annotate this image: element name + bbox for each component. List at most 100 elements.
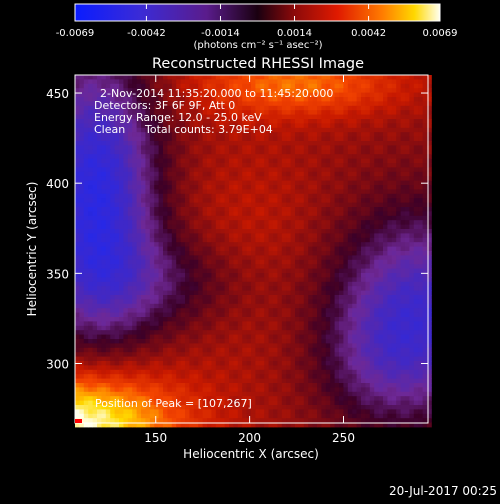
heatmap-cell [216,145,221,150]
heatmap-cell [115,282,120,287]
heatmap-cell [392,339,397,344]
heatmap-cell [128,286,133,291]
heatmap-cell [167,299,172,304]
heatmap-cell [101,159,106,164]
heatmap-cell [159,198,164,203]
heatmap-cell [335,291,340,296]
heatmap-cell [220,185,225,190]
heatmap-cell [343,304,348,309]
heatmap-cell [277,317,282,322]
heatmap-cell [277,110,282,115]
heatmap-cell [304,304,309,309]
heatmap-cell [75,251,80,256]
heatmap-cell [159,299,164,304]
heatmap-cell [194,150,199,155]
heatmap-cell [343,93,348,98]
heatmap-cell [352,75,357,80]
heatmap-cell [97,308,102,313]
heatmap-cell [211,308,216,313]
heatmap-cell [79,264,84,269]
heatmap-cell [299,264,304,269]
heatmap-cell [88,247,93,252]
heatmap-cell [379,141,384,146]
heatmap-cell [128,123,133,128]
heatmap-cell [137,181,142,186]
heatmap-cell [370,304,375,309]
heatmap-cell [304,211,309,216]
heatmap-cell [220,145,225,150]
heatmap-cell [154,269,159,274]
heatmap-cell [313,154,318,159]
heatmap-cell [335,238,340,243]
heatmap-cell [176,150,181,155]
heatmap-cell [387,335,392,340]
heatmap-cell [264,339,269,344]
heatmap-cell [242,203,247,208]
heatmap-cell [361,119,366,124]
heatmap-cell [137,277,142,282]
heatmap-cell [79,207,84,212]
heatmap-cell [84,84,89,89]
heatmap-cell [313,326,318,331]
heatmap-cell [260,198,265,203]
heatmap-cell [238,273,243,278]
heatmap-cell [339,238,344,243]
heatmap-cell [396,115,401,120]
heatmap-cell [365,291,370,296]
heatmap-cell [392,269,397,274]
heatmap-cell [299,163,304,168]
heatmap-cell [313,106,318,111]
heatmap-cell [374,211,379,216]
heatmap-cell [137,260,142,265]
heatmap-cell [277,181,282,186]
heatmap-cell [106,75,111,80]
heatmap-cell [357,326,362,331]
heatmap-cell [238,159,243,164]
heatmap-cell [154,79,159,84]
heatmap-cell [260,277,265,282]
heatmap-cell [264,154,269,159]
heatmap-cell [387,88,392,93]
heatmap-cell [383,317,388,322]
heatmap-cell [128,194,133,199]
heatmap-cell [101,255,106,260]
heatmap-cell [141,330,146,335]
heatmap-cell [357,321,362,326]
heatmap-cell [172,269,177,274]
heatmap-cell [304,115,309,120]
heatmap-cell [115,189,120,194]
heatmap-cell [110,238,115,243]
heatmap-cell [282,255,287,260]
heatmap-cell [115,308,120,313]
heatmap-cell [154,308,159,313]
heatmap-cell [115,317,120,322]
heatmap-cell [370,286,375,291]
heatmap-cell [137,194,142,199]
heatmap-cell [414,194,419,199]
heatmap-cell [313,216,318,221]
heatmap-cell [374,313,379,318]
heatmap-cell [84,277,89,282]
heatmap-cell [181,203,186,208]
heatmap-cell [379,295,384,300]
heatmap-cell [295,233,300,238]
heatmap-cell [150,167,155,172]
heatmap-cell [392,84,397,89]
heatmap-cell [189,286,194,291]
heatmap-cell [101,145,106,150]
heatmap-cell [291,255,296,260]
heatmap-cell [370,295,375,300]
heatmap-cell [357,277,362,282]
heatmap-cell [79,150,84,155]
heatmap-cell [128,330,133,335]
heatmap-cell [295,326,300,331]
heatmap-cell [374,339,379,344]
heatmap-cell [304,132,309,137]
heatmap-cell [299,150,304,155]
heatmap-cell [295,269,300,274]
heatmap-cell [343,203,348,208]
heatmap-cell [423,335,428,340]
heatmap-cell [361,260,366,265]
heatmap-cell [357,181,362,186]
heatmap-cell [387,282,392,287]
